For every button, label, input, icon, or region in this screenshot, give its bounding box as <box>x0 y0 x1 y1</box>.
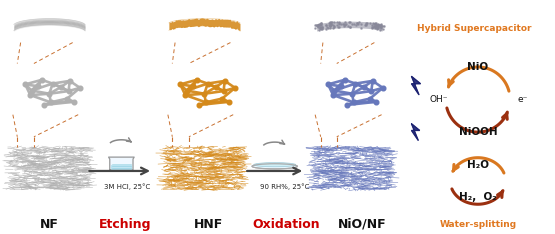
Text: 3M HCl, 25°C: 3M HCl, 25°C <box>104 183 150 190</box>
Text: Etching: Etching <box>99 217 152 230</box>
Text: NiOOH: NiOOH <box>458 127 497 137</box>
Text: Water-splitting: Water-splitting <box>440 219 517 229</box>
Text: OH⁻: OH⁻ <box>430 95 448 104</box>
Polygon shape <box>411 76 421 95</box>
Text: HNF: HNF <box>194 217 223 230</box>
Text: Oxidation: Oxidation <box>252 217 320 230</box>
Text: NiO/NF: NiO/NF <box>338 217 386 230</box>
Text: H₂O: H₂O <box>467 160 489 170</box>
Text: NF: NF <box>40 217 59 230</box>
Polygon shape <box>109 157 134 170</box>
Polygon shape <box>411 124 420 140</box>
Text: H₂,  O₂: H₂, O₂ <box>459 192 497 202</box>
Polygon shape <box>112 165 132 169</box>
Ellipse shape <box>252 164 297 169</box>
Text: NiO: NiO <box>467 62 488 72</box>
Text: Hybrid Supercapacitor: Hybrid Supercapacitor <box>417 24 531 33</box>
Text: 90 RH%, 25°C: 90 RH%, 25°C <box>260 183 309 190</box>
Text: e⁻: e⁻ <box>517 95 527 104</box>
Ellipse shape <box>254 163 296 167</box>
